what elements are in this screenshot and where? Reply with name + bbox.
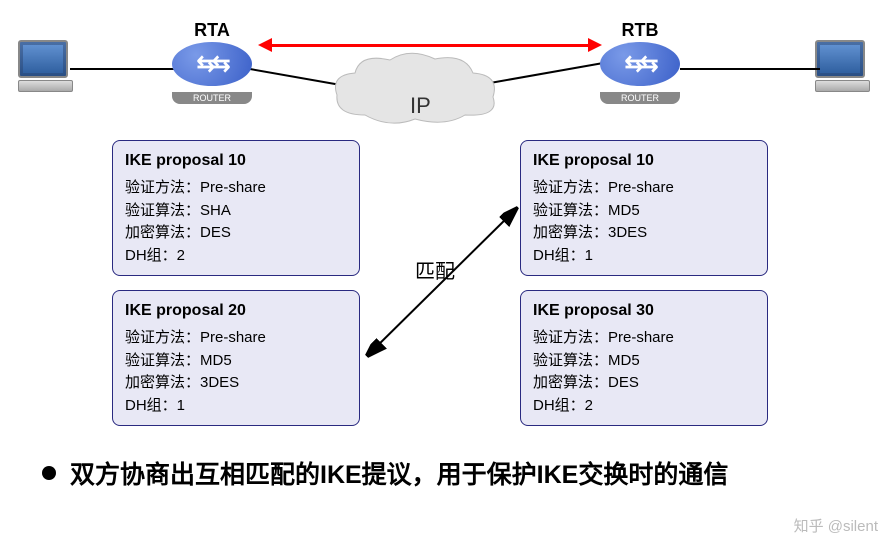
proposal-row: 验证算法：MD5 xyxy=(125,350,347,373)
proposal-row: 加密算法：3DES xyxy=(125,372,347,395)
proposal-row: 验证方法：Pre-share xyxy=(125,327,347,350)
proposal-row: DH组：1 xyxy=(125,395,347,418)
router-text: ROUTER xyxy=(600,92,680,104)
match-label: 匹配 xyxy=(415,255,455,284)
pc-right-icon xyxy=(815,40,875,95)
proposal-row: 验证算法：MD5 xyxy=(533,200,755,223)
router-arrows-icon: ⇆⇆ xyxy=(197,51,228,77)
router-arrows-icon: ⇆⇆ xyxy=(625,51,656,77)
rtb-label: RTB xyxy=(600,20,680,41)
link-line xyxy=(490,62,604,84)
proposal-row: DH组：2 xyxy=(125,245,347,268)
proposal-row: 加密算法：DES xyxy=(125,222,347,245)
proposal-title: IKE proposal 10 xyxy=(533,149,755,173)
proposal-row: 验证算法：MD5 xyxy=(533,350,755,373)
bullet-icon xyxy=(42,466,56,480)
proposal-box-left-2: IKE proposal 20 验证方法：Pre-share 验证算法：MD5 … xyxy=(112,290,360,426)
proposal-title: IKE proposal 10 xyxy=(125,149,347,173)
cloud-icon: IP xyxy=(325,45,505,130)
pc-left-icon xyxy=(18,40,78,95)
watermark: 知乎 @silent xyxy=(794,515,878,536)
router-text: ROUTER xyxy=(172,92,252,104)
proposal-row: 验证方法：Pre-share xyxy=(125,177,347,200)
proposal-title: IKE proposal 20 xyxy=(125,299,347,323)
proposal-box-right-2: IKE proposal 30 验证方法：Pre-share 验证算法：MD5 … xyxy=(520,290,768,426)
proposal-row: 加密算法：3DES xyxy=(533,222,755,245)
bullet-text: 双方协商出互相匹配的IKE提议，用于保护IKE交换时的通信 xyxy=(70,458,728,493)
rta-label: RTA xyxy=(172,20,252,41)
proposal-row: DH组：2 xyxy=(533,395,755,418)
proposal-row: 验证方法：Pre-share xyxy=(533,327,755,350)
cloud-label: IP xyxy=(410,93,431,119)
link-line xyxy=(680,68,820,70)
proposal-row: DH组：1 xyxy=(533,245,755,268)
topology-row: RTA ⇆⇆ ROUTER RTB ⇆⇆ ROUTER IP xyxy=(0,10,890,130)
router-rtb-icon: RTB ⇆⇆ ROUTER xyxy=(600,42,685,102)
proposal-box-right-1: IKE proposal 10 验证方法：Pre-share 验证算法：MD5 … xyxy=(520,140,768,276)
proposal-title: IKE proposal 30 xyxy=(533,299,755,323)
router-rta-icon: RTA ⇆⇆ ROUTER xyxy=(172,42,257,102)
red-arrow-left-icon xyxy=(258,38,272,52)
proposal-row: 验证方法：Pre-share xyxy=(533,177,755,200)
proposal-row: 加密算法：DES xyxy=(533,372,755,395)
link-line xyxy=(70,68,175,70)
proposal-row: 验证算法：SHA xyxy=(125,200,347,223)
proposal-box-left-1: IKE proposal 10 验证方法：Pre-share 验证算法：SHA … xyxy=(112,140,360,276)
